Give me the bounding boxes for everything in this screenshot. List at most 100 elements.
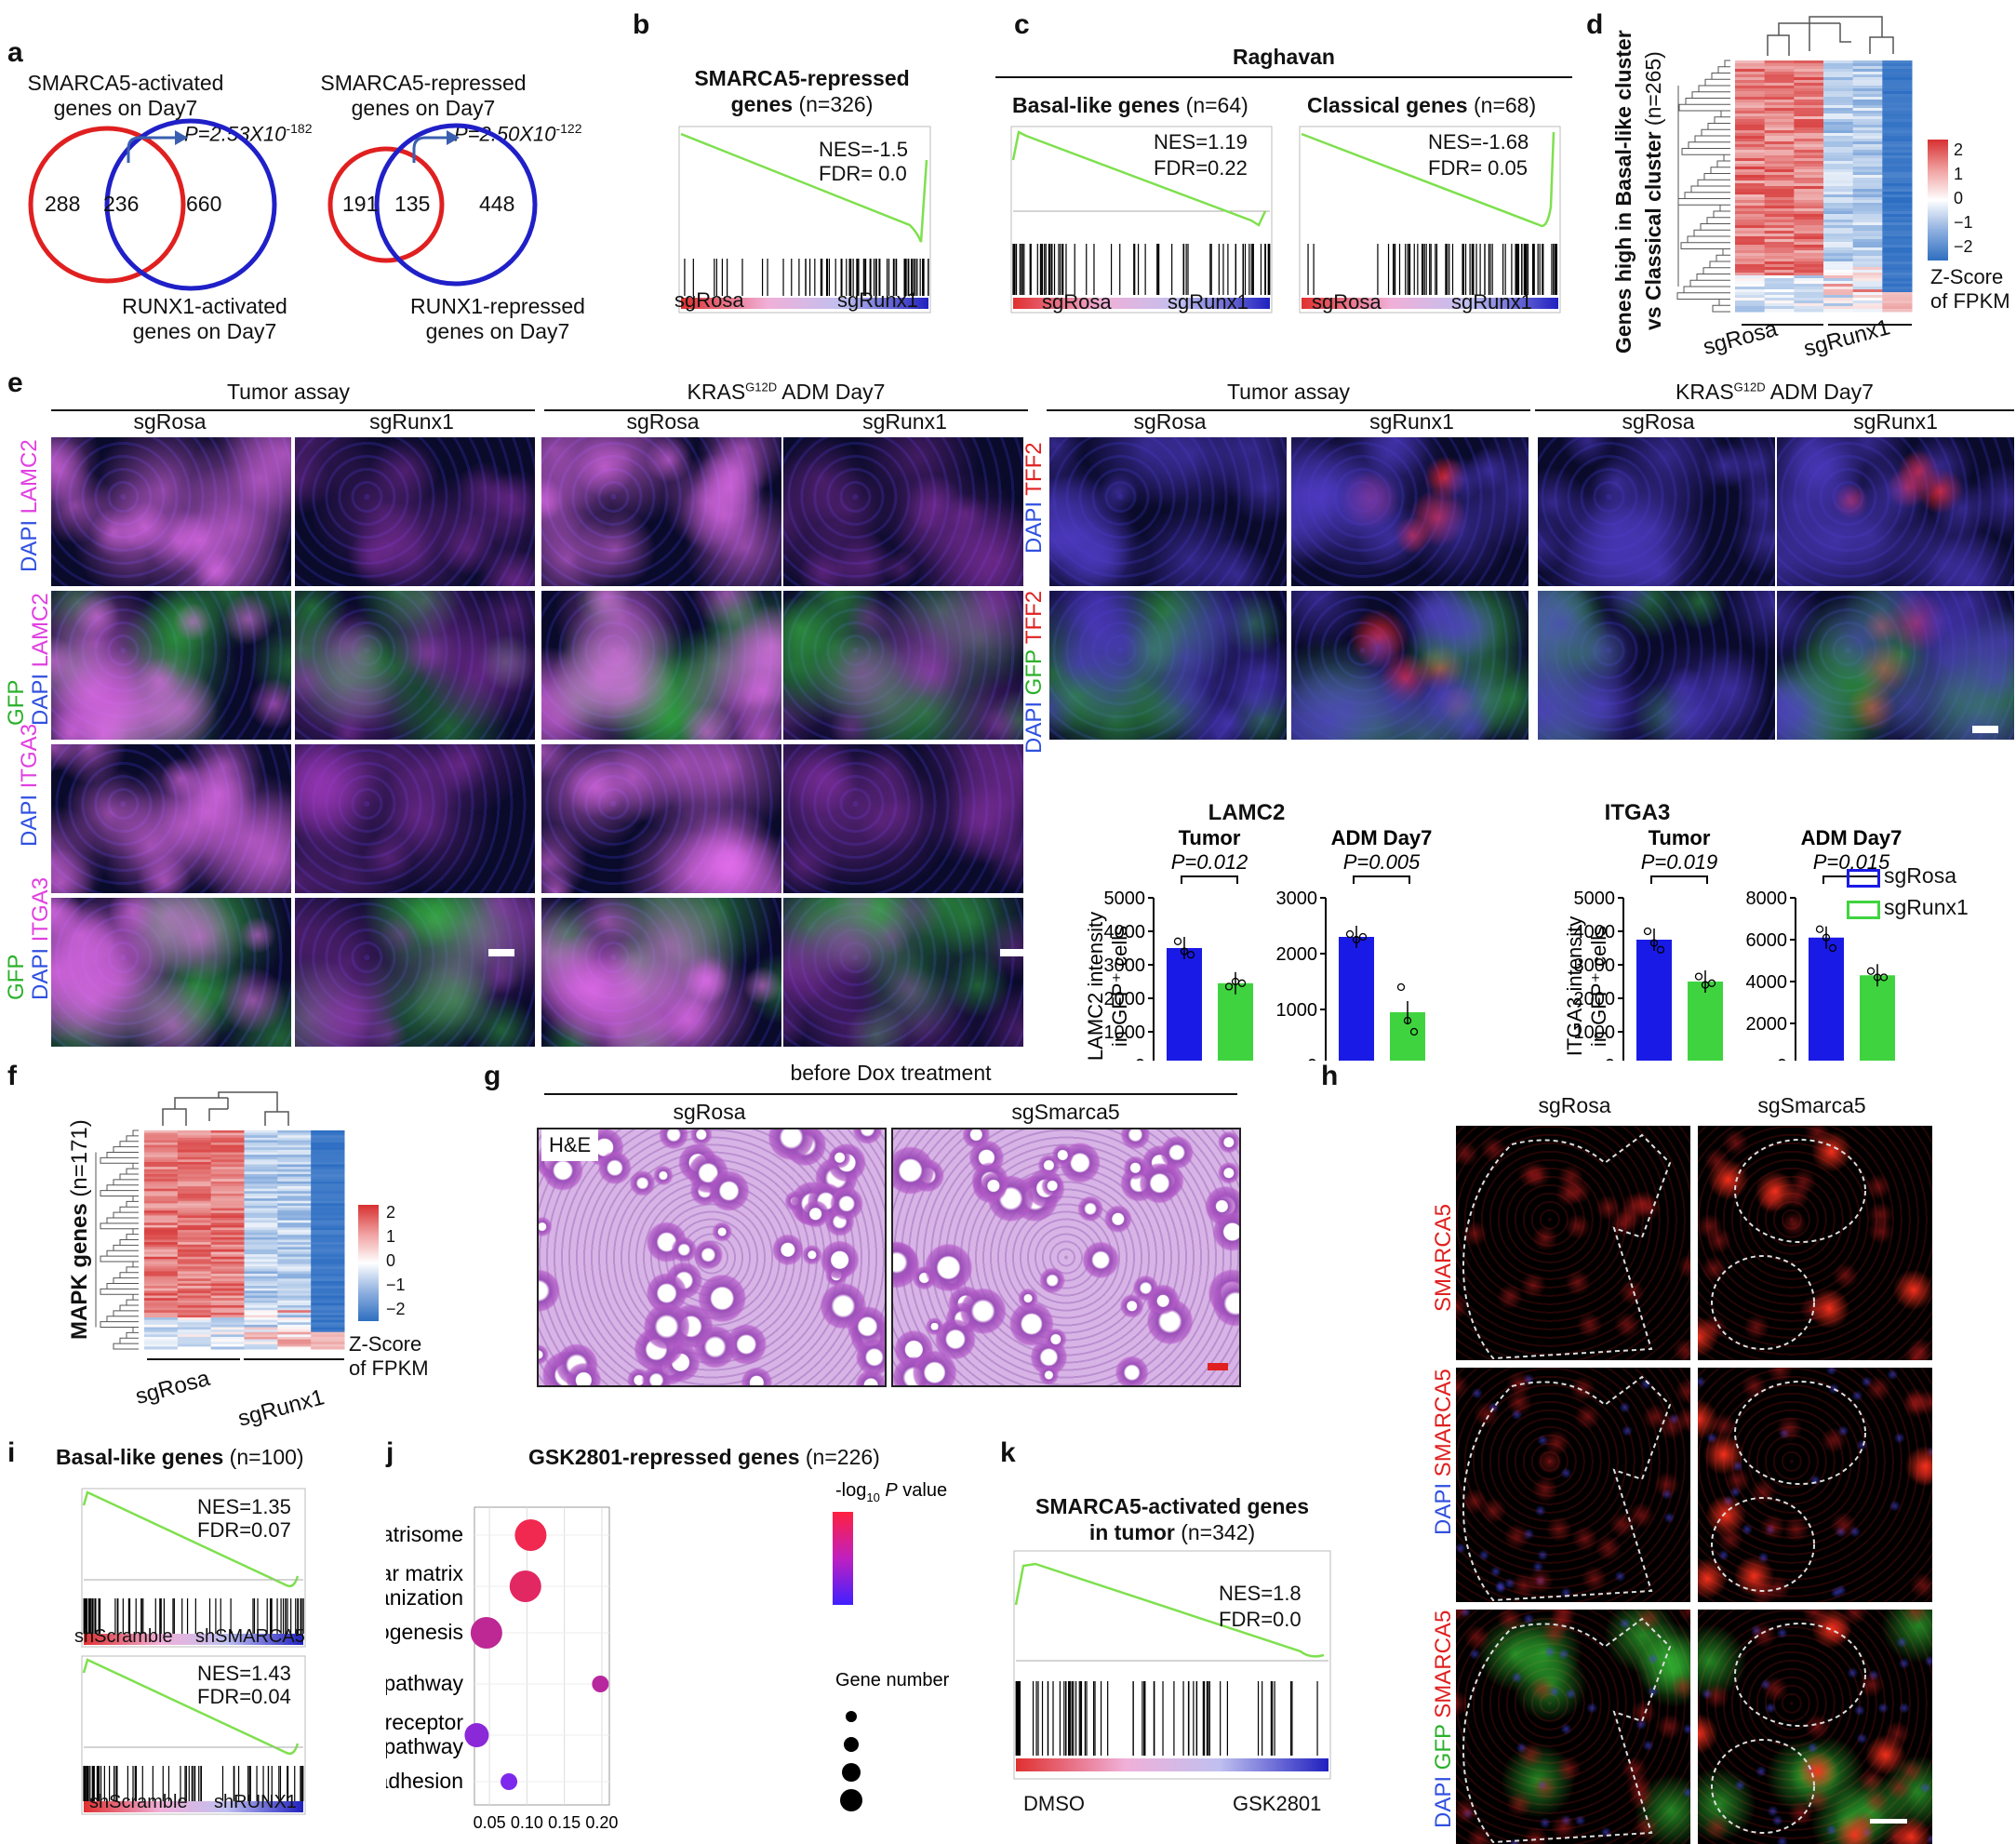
heat-cell (1823, 100, 1854, 103)
heat-cell (277, 1324, 312, 1328)
heat-cell (210, 1249, 245, 1253)
heat-cell (244, 1317, 278, 1321)
heat-cell (177, 1292, 212, 1297)
c-basal-n: (n=64) (1185, 93, 1248, 117)
micrograph-lamc (51, 437, 291, 586)
heat-cell (144, 1276, 179, 1279)
heat-cell (1735, 60, 1766, 64)
heat-cell (144, 1198, 179, 1202)
heat-cell (277, 1174, 312, 1178)
heat-cell (311, 1196, 345, 1199)
heat-cell (1852, 242, 1883, 246)
heat-cell (1852, 228, 1883, 232)
heat-cell (277, 1242, 312, 1246)
e-kras: KRAS (687, 380, 746, 404)
venn2-title-line2: genes on Day7 (351, 96, 496, 120)
heat-cell (144, 1171, 179, 1175)
heat-cell (1882, 144, 1913, 148)
heat-cell (311, 1327, 345, 1330)
e-rcol-3: sgRosa (1622, 409, 1695, 434)
data-point (1403, 1016, 1412, 1025)
micrograph-itga-low (295, 744, 535, 893)
heat-cell (1764, 150, 1795, 154)
c-classical-gsea (1299, 126, 1561, 314)
heat-cell (1852, 72, 1883, 75)
heat-cell (1823, 214, 1854, 218)
heat-cell (177, 1230, 212, 1234)
k-title-line2: in tumor (1088, 1520, 1175, 1544)
heat-cell (1735, 63, 1766, 67)
g-he-image-sgrosa (537, 1128, 887, 1387)
heat-cell (1823, 186, 1854, 190)
heat-cell (1764, 239, 1795, 243)
heat-cell (1794, 217, 1824, 220)
heat-cell (1735, 289, 1766, 293)
heat-cell (177, 1256, 212, 1260)
heat-cell (210, 1235, 245, 1238)
heat-cell (1882, 74, 1913, 78)
k-left: DMSO (1023, 1792, 1085, 1815)
data-point (1815, 925, 1824, 933)
heat-cell (177, 1218, 212, 1222)
heat-cell (1823, 281, 1854, 285)
heat-cell (210, 1324, 245, 1328)
heat-cell (177, 1152, 212, 1156)
heat-cell (1735, 180, 1766, 184)
heat-cell (1823, 303, 1854, 307)
heat-cell (177, 1174, 212, 1178)
heat-cell (1882, 259, 1913, 262)
heat-cell (311, 1268, 345, 1272)
heat-cell (1794, 133, 1824, 137)
dot-5 (501, 1773, 518, 1790)
heat-cell (210, 1137, 245, 1141)
h-micrograph (1456, 1610, 1690, 1844)
heat-cell (244, 1268, 278, 1272)
heat-cell (311, 1200, 345, 1204)
bar-chart-subtitle: Tumor (1179, 826, 1241, 849)
heat-cell (1735, 301, 1766, 304)
heat-cell (210, 1135, 245, 1139)
e-left-tumor-underline (51, 409, 535, 411)
heat-cell (210, 1330, 245, 1333)
e-legend-rosa-swatch (1847, 869, 1880, 888)
panel-label-f: f (7, 1061, 17, 1091)
heat-cell (277, 1230, 312, 1234)
heat-cell (210, 1242, 245, 1246)
heat-cell (244, 1303, 278, 1306)
f-legend-colorbar (358, 1205, 379, 1321)
heat-cell (1823, 245, 1854, 248)
heat-cell (1823, 86, 1854, 89)
heat-cell (1735, 211, 1766, 215)
heat-cell (1794, 261, 1824, 265)
g-scale-bar (1208, 1363, 1228, 1370)
heat-cell (210, 1174, 245, 1178)
heat-cell (177, 1167, 212, 1170)
heat-cell (1735, 114, 1766, 117)
heat-cell (277, 1135, 312, 1139)
heat-cell (1794, 141, 1824, 145)
micrograph-itga (51, 744, 291, 893)
heat-cell (1823, 83, 1854, 87)
heat-cell (210, 1149, 245, 1153)
heat-cell (1852, 220, 1883, 223)
d-tick-0: 2 (1954, 140, 1964, 159)
heat-cell (1882, 147, 1913, 151)
heat-cell (1852, 80, 1883, 84)
heat-cell (177, 1280, 212, 1284)
heat-cell (1852, 74, 1883, 78)
heat-cell (1882, 222, 1913, 226)
heat-cell (210, 1336, 245, 1341)
heat-cell (244, 1254, 278, 1258)
heat-cell (1852, 259, 1883, 262)
heat-cell (1882, 287, 1913, 290)
heat-cell (311, 1156, 345, 1160)
data-point (1358, 932, 1368, 942)
data-point (1186, 951, 1195, 959)
plot-frame (474, 1506, 610, 1806)
heat-cell (244, 1263, 278, 1267)
heat-cell (244, 1322, 278, 1326)
heat-cell (210, 1144, 245, 1148)
heat-cell (144, 1280, 179, 1284)
heat-cell (277, 1343, 312, 1347)
venn1-pvalue-exp: -182 (286, 121, 313, 136)
